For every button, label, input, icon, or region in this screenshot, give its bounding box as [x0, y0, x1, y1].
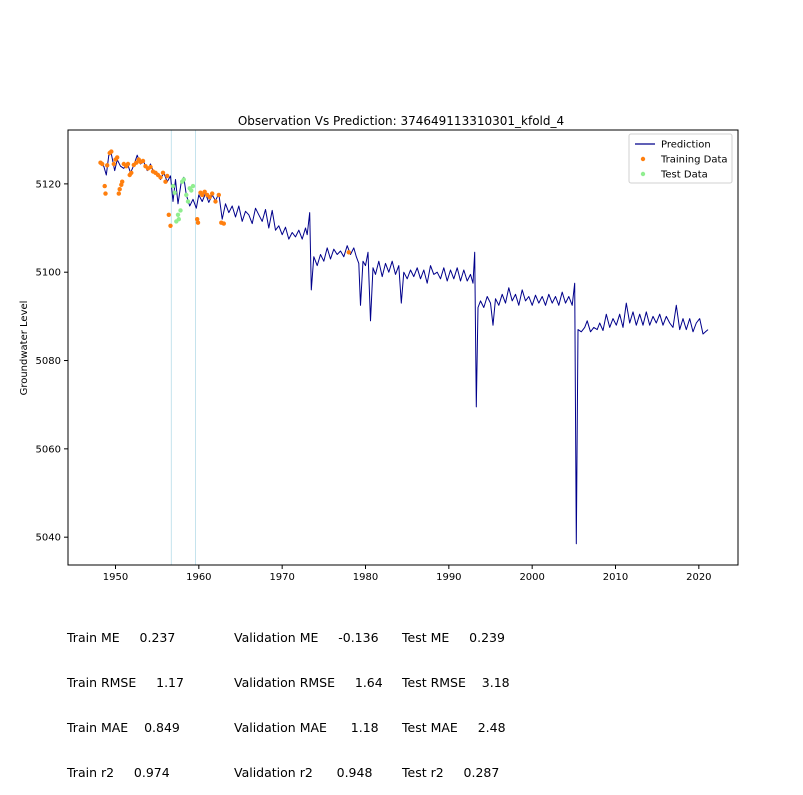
training-data-point-4	[103, 191, 108, 196]
test-metrics: Test ME 0.239 Test RMSE 3.18 Test MAE 2.…	[402, 600, 510, 795]
legend-label-training-data: Training Data	[660, 155, 728, 166]
legend: Prediction Training Data Test Data	[628, 133, 733, 184]
x-tick-label-2020: 2020	[686, 572, 711, 583]
test-data-point-13	[190, 183, 196, 189]
training-data-point-3	[102, 183, 107, 189]
training-data-point-34	[165, 173, 170, 179]
legend-swatch-training-data	[640, 156, 646, 162]
training-data-point-17	[125, 161, 131, 167]
x-tick-label-1960: 1960	[186, 572, 211, 583]
training-data-point-8	[111, 161, 117, 167]
test-data-point-12	[189, 188, 194, 193]
legend-box	[628, 133, 733, 184]
training-data-point-40	[200, 192, 205, 198]
validation-metrics: Validation ME -0.136 Validation RMSE 1.6…	[234, 600, 383, 795]
train-r2: Train r2 0.974	[67, 765, 170, 780]
training-data-point-27	[148, 164, 153, 170]
y-tick-label-5040: 5040	[36, 533, 61, 544]
validation-mae: Validation MAE 1.18	[234, 720, 379, 735]
training-data-point-10	[115, 155, 120, 160]
training-data-point-36	[168, 223, 173, 228]
training-data-point-32	[160, 170, 166, 175]
validation-r2: Validation r2 0.948	[234, 765, 373, 780]
x-tick-label-2010: 2010	[603, 572, 628, 583]
x-tick-label-1970: 1970	[269, 572, 294, 583]
training-data-point-11	[116, 191, 122, 196]
training-data-point-38	[195, 220, 201, 225]
x-tick-label-1980: 1980	[353, 572, 378, 583]
y-tick-label-5080: 5080	[36, 356, 61, 367]
test-data-point-2	[172, 190, 177, 195]
training-data-point-31	[158, 175, 163, 180]
test-rmse: Test RMSE 3.18	[402, 675, 510, 690]
test-data-point-5	[176, 217, 181, 222]
test-data-point-4	[175, 212, 181, 217]
legend-swatch-test-data	[640, 171, 646, 177]
training-data-point-12	[117, 187, 122, 192]
training-data-point-44	[210, 191, 215, 196]
train-metrics: Train ME 0.237 Train RMSE 1.17 Train MAE…	[67, 600, 184, 795]
y-tick-label-5120: 5120	[36, 179, 61, 190]
test-data-point-1	[170, 183, 176, 189]
x-tick-label-2000: 2000	[519, 572, 544, 583]
train-me: Train ME 0.237	[67, 630, 176, 645]
training-data-point-45	[213, 199, 218, 204]
training-data-point-2	[100, 161, 105, 167]
training-data-point-46	[216, 192, 221, 198]
training-data-point-24	[140, 158, 146, 164]
x-tick-label-1990: 1990	[436, 572, 461, 583]
figure-canvas: Observation Vs Prediction: 3746491133103…	[19, 114, 739, 583]
training-data-point-41	[202, 189, 207, 194]
plot-area: 1950 1960 1970 1980 1990 2000 2010 2020 5040 5060…	[36, 129, 739, 583]
train-mae: Train MAE 0.849	[67, 720, 180, 735]
y-axis-label: Groundwater Level	[19, 301, 30, 396]
training-data-point-35	[166, 212, 171, 217]
legend-label-prediction: Prediction	[661, 140, 711, 151]
test-data-point-9	[184, 192, 189, 198]
training-data-point-49	[346, 250, 351, 255]
test-me: Test ME 0.239	[402, 630, 505, 645]
test-r2: Test r2 0.287	[402, 765, 500, 780]
chart-title: Observation Vs Prediction: 3746491133103…	[238, 114, 564, 128]
train-rmse: Train RMSE 1.17	[67, 675, 184, 690]
training-data-point-43	[207, 194, 212, 200]
validation-rmse: Validation RMSE 1.64	[234, 675, 383, 690]
training-data-point-14	[120, 179, 125, 184]
training-data-point-37	[195, 217, 200, 222]
y-tick-label-5100: 5100	[36, 268, 61, 279]
legend-label-test-data: Test Data	[660, 170, 708, 181]
training-data-point-7	[109, 149, 114, 154]
y-tick-label-5060: 5060	[36, 444, 61, 455]
test-data-point-6	[178, 208, 183, 213]
validation-me: Validation ME -0.136	[234, 630, 379, 645]
x-tick-label-1950: 1950	[103, 572, 128, 583]
test-mae: Test MAE 2.48	[402, 720, 506, 735]
test-data-point-10	[185, 199, 191, 204]
series-line-prediction	[100, 153, 709, 545]
test-data-point-8	[181, 177, 186, 182]
training-data-point-19	[129, 170, 134, 175]
training-data-point-33	[163, 179, 168, 184]
training-data-point-48	[221, 221, 226, 226]
training-data-point-5	[105, 163, 110, 168]
axes-frame	[67, 129, 739, 566]
training-data-point-21	[134, 160, 139, 165]
